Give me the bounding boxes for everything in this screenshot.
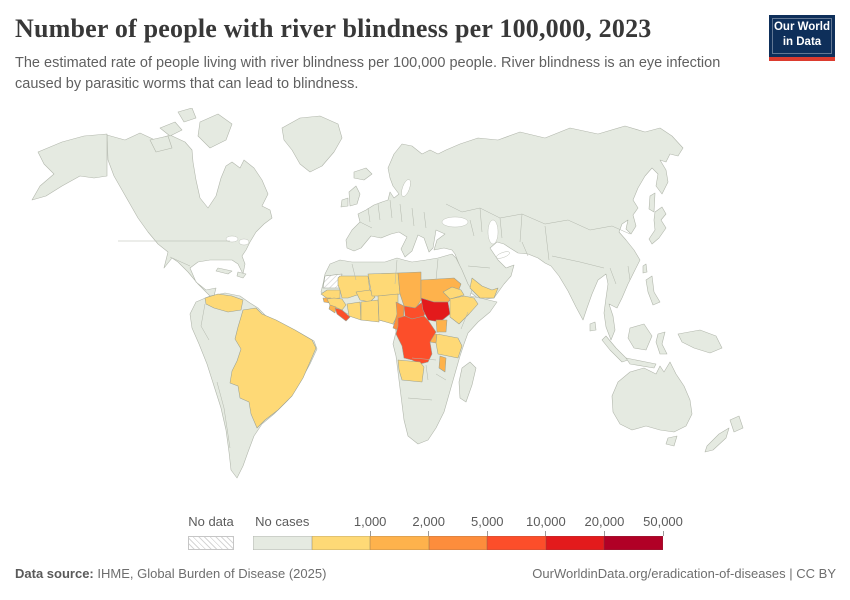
country-japan[interactable] <box>648 206 667 245</box>
country-angola[interactable] <box>397 359 425 383</box>
legend-no-data-swatch[interactable] <box>188 536 234 550</box>
legend-tick <box>545 531 547 536</box>
legend-tick <box>369 531 371 536</box>
data-source-value: IHME, Global Burden of Disease (2025) <box>93 566 327 581</box>
owid-logo-line1: Our World <box>773 21 830 33</box>
country-alaska[interactable] <box>31 133 108 201</box>
legend-label-b2: 2,000 <box>412 514 445 529</box>
legend-label-b5: 20,000 <box>584 514 625 529</box>
arctic-islands[interactable] <box>149 108 233 153</box>
sumatra-island[interactable] <box>601 335 629 363</box>
legend-no-data: No data <box>188 514 234 550</box>
country-greenland[interactable] <box>281 115 343 173</box>
country-ethiopia[interactable] <box>449 295 479 325</box>
legend-segment-b4[interactable] <box>487 536 546 550</box>
legend-label-b4: 10,000 <box>525 514 566 529</box>
country-new-zealand-north[interactable] <box>729 415 744 433</box>
country-ireland[interactable] <box>340 197 349 208</box>
legend-bar <box>253 536 663 550</box>
legend-label-b6: 50,000 <box>643 514 683 529</box>
country-iceland[interactable] <box>353 167 373 181</box>
legend-label-no_cases: No cases <box>255 514 310 529</box>
black-sea <box>441 216 469 228</box>
country-eritrea[interactable] <box>442 286 465 300</box>
country-sierra-leone[interactable] <box>328 304 337 314</box>
legend-tick <box>603 531 605 536</box>
country-uganda[interactable] <box>435 319 448 333</box>
legend-segment-b5[interactable] <box>545 536 605 550</box>
data-source-label: Data source: <box>15 566 94 581</box>
country-madagascar[interactable] <box>458 361 477 403</box>
legend-segment-b1[interactable] <box>311 536 371 550</box>
legend-segment-no_cases[interactable] <box>253 536 312 550</box>
data-source: Data source: IHME, Global Burden of Dise… <box>15 566 326 581</box>
country-sri-lanka[interactable] <box>589 321 597 332</box>
map-legend: No data No cases 1,000 2,000 5,000 10,000 20,… <box>188 514 683 554</box>
legend-no-data-label: No data <box>188 514 234 529</box>
country-yemen[interactable] <box>469 277 499 299</box>
country-venezuela[interactable] <box>204 293 244 313</box>
country-eurasia[interactable] <box>345 125 684 341</box>
sulawesi-island[interactable] <box>655 331 668 355</box>
legend-tick <box>428 531 430 536</box>
country-philippines[interactable] <box>645 275 661 306</box>
country-malawi[interactable] <box>438 355 447 373</box>
country-taiwan[interactable] <box>642 263 648 274</box>
caspian-sea <box>487 219 499 245</box>
borneo-island[interactable] <box>627 323 653 351</box>
legend-label-b3: 5,000 <box>471 514 504 529</box>
country-united-kingdom[interactable] <box>348 185 361 207</box>
country-new-zealand-south[interactable] <box>704 427 730 453</box>
persian-gulf <box>496 251 510 259</box>
country-nigeria[interactable] <box>377 293 399 325</box>
legend-tick <box>662 531 664 536</box>
chart-subtitle: The estimated rate of people living with… <box>15 55 721 93</box>
owid-logo[interactable]: Our World in Data <box>769 15 835 61</box>
great-lakes-east <box>238 238 250 246</box>
country-liberia[interactable] <box>334 307 351 322</box>
country-cuba[interactable] <box>215 267 233 275</box>
country-new-guinea[interactable] <box>677 329 723 354</box>
legend-tick <box>486 531 488 536</box>
page-title: Number of people with river blindness pe… <box>15 14 652 43</box>
country-australia[interactable] <box>611 361 693 433</box>
country-dr-congo[interactable] <box>395 315 437 365</box>
country-north-america[interactable] <box>106 132 273 323</box>
country-south-sudan[interactable] <box>420 297 451 323</box>
legend-label-b1: 1,000 <box>353 514 387 529</box>
sakhalin-island[interactable] <box>648 192 656 213</box>
country-tanzania[interactable] <box>435 333 463 359</box>
world-map[interactable] <box>0 108 850 510</box>
legend-segment-b6[interactable] <box>604 536 663 550</box>
legend-segment-b2[interactable] <box>370 536 429 550</box>
country-ghana-togo-benin[interactable] <box>360 299 380 323</box>
legend-segment-b3[interactable] <box>428 536 488 550</box>
chart-header: Number of people with river blindness pe… <box>15 14 835 95</box>
tasmania-island[interactable] <box>665 435 678 447</box>
great-lakes-west <box>225 235 239 243</box>
country-brazil[interactable] <box>229 307 317 429</box>
country-niger[interactable] <box>367 272 401 297</box>
baltic-sea <box>401 179 411 197</box>
country-hispaniola[interactable] <box>236 271 247 279</box>
footer-link[interactable]: OurWorldinData.org/eradication-of-diseas… <box>532 566 836 581</box>
java-island[interactable] <box>625 357 657 369</box>
country-burkina-faso[interactable] <box>355 289 376 303</box>
chart-footer: Data source: IHME, Global Burden of Dise… <box>15 566 836 581</box>
owid-logo-line2: in Data <box>782 35 822 48</box>
border-lines <box>118 199 631 449</box>
